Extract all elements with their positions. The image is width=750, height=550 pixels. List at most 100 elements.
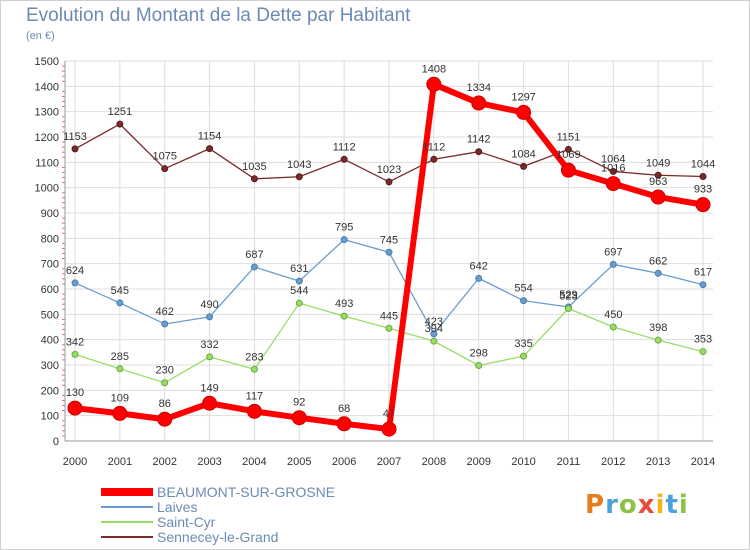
- x-tick-label: 2000: [63, 456, 87, 468]
- data-label-saint-cyr: 394: [425, 323, 443, 335]
- data-point-saint-cyr: [430, 337, 438, 345]
- data-point-beaumont-sur-grosne: [471, 95, 487, 111]
- data-label-beaumont-sur-grosne: 68: [338, 403, 350, 415]
- y-tick-label: 1200: [35, 132, 59, 144]
- data-point-laives: [520, 297, 528, 305]
- data-point-laives: [206, 313, 214, 321]
- data-label-sennecey-le-grand: 1084: [511, 148, 535, 160]
- data-label-laives: 554: [514, 283, 532, 295]
- y-tick-label: 900: [41, 208, 59, 220]
- data-point-saint-cyr: [564, 305, 572, 313]
- data-label-saint-cyr: 450: [604, 309, 622, 321]
- data-point-saint-cyr: [385, 324, 393, 332]
- data-point-sennecey-le-grand: [71, 145, 79, 153]
- data-point-beaumont-sur-grosne: [381, 421, 397, 437]
- legend-swatch: [101, 521, 153, 523]
- data-point-sennecey-le-grand: [475, 148, 483, 156]
- data-point-laives: [430, 330, 438, 338]
- data-label-beaumont-sur-grosne: 92: [293, 397, 305, 409]
- data-label-sennecey-le-grand: 1023: [377, 164, 401, 176]
- x-tick-label: 2006: [332, 456, 356, 468]
- data-point-beaumont-sur-grosne: [426, 76, 442, 92]
- data-point-saint-cyr: [654, 336, 662, 344]
- data-point-laives: [699, 281, 707, 289]
- y-tick-label: 0: [53, 436, 59, 448]
- data-point-sennecey-le-grand: [295, 173, 303, 181]
- data-point-sennecey-le-grand: [385, 178, 393, 186]
- y-tick-label: 400: [41, 335, 59, 347]
- data-label-beaumont-sur-grosne: 130: [66, 387, 84, 399]
- x-tick-label: 2005: [287, 456, 311, 468]
- data-label-sennecey-le-grand: 1151: [557, 131, 581, 143]
- data-point-saint-cyr: [295, 299, 303, 307]
- data-label-laives: 631: [290, 263, 308, 275]
- data-point-saint-cyr: [116, 365, 124, 373]
- data-point-laives: [340, 236, 348, 244]
- data-point-beaumont-sur-grosne: [650, 189, 666, 205]
- data-point-saint-cyr: [250, 365, 258, 373]
- data-label-sennecey-le-grand: 1251: [108, 106, 132, 118]
- data-point-beaumont-sur-grosne: [246, 403, 262, 419]
- y-tick-label: 600: [41, 284, 59, 296]
- data-point-sennecey-le-grand: [340, 155, 348, 163]
- data-point-laives: [161, 320, 169, 328]
- y-tick-label: 1100: [35, 157, 59, 169]
- data-label-laives: 697: [604, 246, 622, 258]
- legend-label: BEAUMONT-SUR-GROSNE: [157, 484, 336, 500]
- data-point-saint-cyr: [161, 379, 169, 387]
- data-point-laives: [609, 260, 617, 268]
- chart-title: Evolution du Montant de la Dette par Hab…: [26, 5, 411, 26]
- x-tick-label: 2014: [691, 456, 715, 468]
- x-tick-label: 2002: [152, 456, 176, 468]
- data-label-saint-cyr: 544: [290, 285, 308, 297]
- data-point-sennecey-le-grand: [520, 162, 528, 170]
- data-label-saint-cyr: 230: [156, 365, 174, 377]
- data-point-beaumont-sur-grosne: [112, 405, 128, 421]
- data-label-saint-cyr: 298: [470, 348, 488, 360]
- data-point-laives: [654, 269, 662, 277]
- x-tick-label: 2012: [601, 456, 625, 468]
- y-tick-label: 100: [41, 411, 59, 423]
- data-label-sennecey-le-grand: 1112: [422, 141, 445, 153]
- data-label-sennecey-le-grand: 1112: [333, 141, 356, 153]
- data-point-saint-cyr: [609, 323, 617, 331]
- data-point-beaumont-sur-grosne: [202, 395, 218, 411]
- y-tick-label: 300: [41, 360, 59, 372]
- data-label-laives: 462: [156, 306, 174, 318]
- data-point-sennecey-le-grand: [161, 165, 169, 173]
- data-point-beaumont-sur-grosne: [291, 410, 307, 426]
- data-point-beaumont-sur-grosne: [605, 176, 621, 192]
- data-label-saint-cyr: 353: [694, 334, 712, 346]
- x-tick-label: 2011: [557, 456, 581, 468]
- logo-letter: P: [585, 490, 606, 520]
- data-label-laives: 529: [559, 289, 577, 301]
- data-label-beaumont-sur-grosne: 117: [246, 390, 264, 402]
- data-label-laives: 423: [425, 316, 443, 328]
- data-point-sennecey-le-grand: [116, 120, 124, 128]
- data-label-laives: 617: [694, 267, 712, 279]
- data-point-laives: [116, 299, 124, 307]
- data-label-saint-cyr: 493: [335, 298, 353, 310]
- data-point-laives: [71, 279, 79, 287]
- data-label-laives: 624: [66, 265, 84, 277]
- data-label-sennecey-le-grand: 1154: [198, 131, 222, 143]
- data-label-beaumont-sur-grosne: 47: [383, 408, 395, 420]
- legend-swatch: [101, 536, 153, 538]
- chart-subtitle: (en €): [26, 30, 55, 42]
- data-label-saint-cyr: 342: [66, 336, 84, 348]
- data-point-saint-cyr: [520, 352, 528, 360]
- data-point-saint-cyr: [475, 362, 483, 370]
- data-label-saint-cyr: 283: [245, 351, 263, 363]
- x-tick-label: 2010: [511, 456, 535, 468]
- data-label-sennecey-le-grand: 1049: [646, 157, 670, 169]
- data-point-beaumont-sur-grosne: [67, 400, 83, 416]
- data-label-laives: 490: [200, 299, 218, 311]
- x-tick-label: 2008: [422, 456, 446, 468]
- data-point-beaumont-sur-grosne: [695, 197, 711, 213]
- data-label-saint-cyr: 523: [559, 291, 577, 303]
- legend-label: Laives: [157, 499, 198, 515]
- data-point-saint-cyr: [206, 353, 214, 361]
- y-tick-label: 1300: [35, 107, 59, 119]
- data-point-laives: [250, 263, 258, 271]
- data-label-sennecey-le-grand: 1043: [287, 159, 311, 171]
